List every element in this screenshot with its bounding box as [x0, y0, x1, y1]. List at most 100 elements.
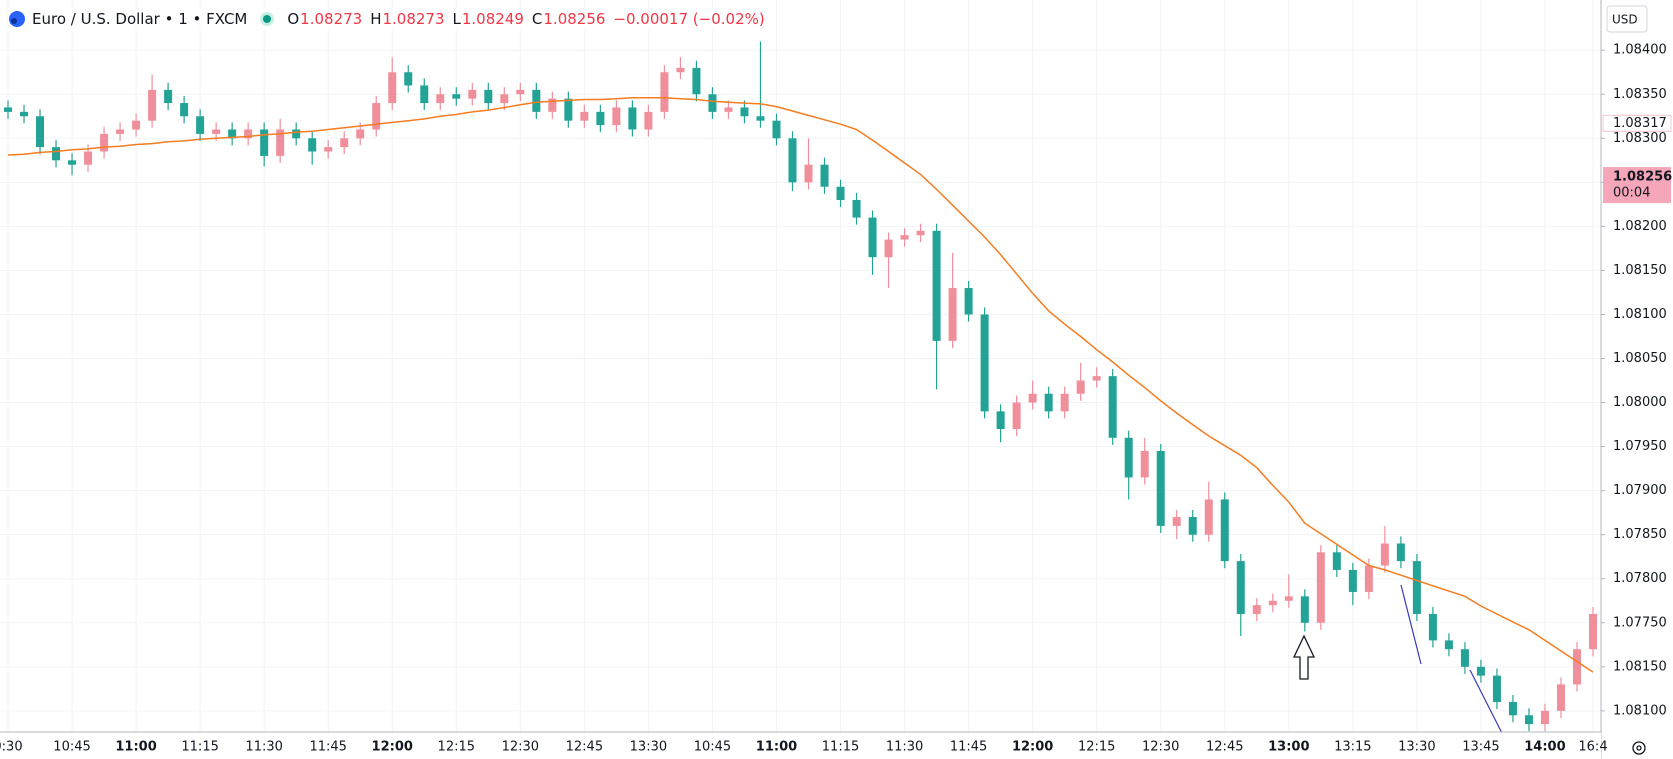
candle-body — [36, 116, 45, 148]
candle-body — [1460, 649, 1469, 667]
candle-body — [804, 164, 813, 183]
x-tick-label: 11:45 — [309, 740, 346, 755]
candle-body — [340, 138, 349, 148]
candle-body — [1348, 569, 1357, 592]
candle-body — [564, 98, 573, 121]
candle-body — [1012, 402, 1021, 429]
candle-body — [484, 89, 493, 104]
candle-body — [852, 199, 861, 218]
candle-body — [1556, 684, 1565, 711]
candle-body — [996, 411, 1005, 429]
candle-body — [1540, 710, 1549, 725]
candle-body — [628, 107, 637, 130]
candle-body — [1220, 499, 1229, 562]
y-tick-label: 1.08000 — [1613, 395, 1667, 410]
candle-body — [1524, 715, 1533, 725]
candle-body — [388, 72, 397, 104]
x-tick-label: 10:45 — [53, 740, 90, 755]
candle-body — [644, 111, 653, 130]
candle-body — [1124, 437, 1133, 478]
y-tick-label: 1.08350 — [1613, 87, 1667, 102]
candle-body — [1284, 596, 1293, 601]
candle-body — [1588, 613, 1597, 650]
trend-line[interactable] — [1400, 584, 1422, 665]
x-tick-label: 12:45 — [566, 740, 603, 755]
candle-body — [84, 151, 93, 165]
candle-body — [1204, 499, 1213, 535]
candle-body — [948, 288, 957, 341]
candle-body — [1252, 605, 1261, 614]
x-tick-label: 12:15 — [438, 740, 475, 755]
candle-body — [372, 103, 381, 130]
currency: USD — [1612, 13, 1638, 27]
x-tick-label: 13:30 — [1398, 740, 1435, 755]
x-tick-label: 10:45 — [694, 740, 731, 755]
x-tick-label: 11:00 — [115, 740, 156, 755]
candle-body — [596, 111, 605, 126]
candle-body — [420, 85, 429, 104]
candle-body — [820, 164, 829, 187]
candle-body — [836, 186, 845, 200]
x-tick-label: 12:15 — [1078, 740, 1115, 755]
symbol-name[interactable]: Euro / U.S. Dollar • 1 • FXCM — [32, 10, 248, 28]
x-tick-label: 13:45 — [1462, 740, 1499, 755]
trend-line[interactable] — [1469, 669, 1509, 747]
candle-body — [580, 111, 589, 121]
candle-body — [724, 107, 733, 112]
candle-body — [292, 129, 301, 139]
drawings — [1292, 584, 1509, 747]
candle-body — [100, 133, 109, 152]
x-tick-label: 11:30 — [886, 740, 923, 755]
candle-body — [1380, 543, 1389, 566]
candle-body — [868, 217, 877, 258]
candle-body — [500, 94, 509, 104]
candle-body — [676, 67, 685, 73]
x-tick-label: 12:30 — [1142, 740, 1179, 755]
price-axis-panel — [1601, 0, 1673, 759]
candle-body — [436, 94, 445, 104]
candle-body — [116, 129, 125, 134]
arrow-marker[interactable] — [1292, 634, 1316, 680]
x-tick-label: 11:00 — [756, 740, 797, 755]
candle-body — [1268, 600, 1277, 606]
countdown: 00:04 — [1613, 186, 1650, 201]
candle-body — [1044, 393, 1053, 412]
candle-body — [68, 160, 77, 165]
candle-body — [196, 116, 205, 134]
candle-body — [1412, 561, 1421, 614]
candle-body — [1364, 565, 1373, 592]
candle-body — [180, 103, 189, 117]
currency-button[interactable] — [1606, 5, 1648, 33]
candle-body — [548, 98, 557, 112]
candle-body — [1060, 393, 1069, 412]
candle-body — [772, 120, 781, 139]
candle-body — [1508, 702, 1517, 716]
x-tick-label: 12:00 — [1012, 740, 1053, 755]
ohlc-value: 1.08249 — [461, 10, 524, 28]
settings-icon[interactable] — [1632, 741, 1646, 755]
symbol-icon — [9, 11, 25, 27]
candle-body — [164, 89, 173, 104]
candle-body — [740, 107, 749, 117]
candle-body — [1476, 666, 1485, 676]
time-axis-panel — [0, 732, 1601, 759]
candle-body — [532, 89, 541, 112]
candle-body — [452, 94, 461, 99]
candle-body — [1492, 675, 1501, 703]
price-tag — [1602, 114, 1672, 132]
candle-body — [612, 107, 621, 126]
candle-body — [884, 239, 893, 258]
x-tick-label: 13:15 — [1334, 740, 1371, 755]
candle-body — [356, 129, 365, 139]
ohlc-key: L — [452, 10, 461, 28]
y-tick-label: 1.08200 — [1613, 219, 1667, 234]
candle-body — [1028, 393, 1037, 403]
candle-body — [148, 89, 157, 121]
x-tick-label: 13:00 — [1268, 740, 1309, 755]
candle-body — [324, 147, 333, 152]
price-tag-label: 1.08317 — [1613, 116, 1667, 131]
candle-body — [20, 111, 29, 117]
ohlc-key: O — [287, 10, 300, 28]
market-status — [260, 12, 275, 26]
